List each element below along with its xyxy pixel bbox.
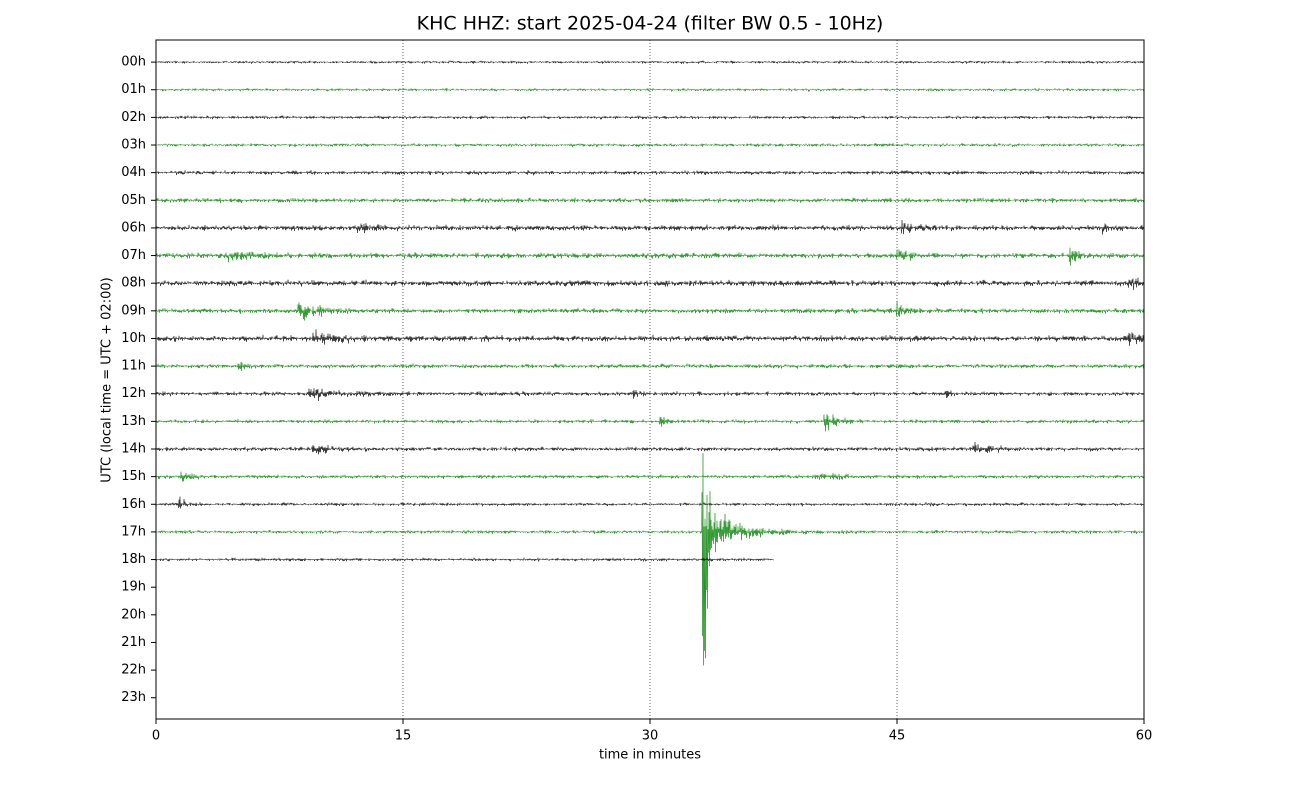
y-tick-label: 22h [121, 663, 146, 678]
y-tick-label: 15h [121, 469, 146, 484]
seismic-trace [156, 277, 1144, 290]
seismic-trace [156, 87, 1144, 93]
y-tick-label: 14h [121, 442, 146, 457]
seismic-trace [156, 169, 1144, 176]
y-tick-label: 23h [121, 690, 146, 705]
x-tick-label: 60 [1136, 729, 1153, 744]
seismic-trace [156, 114, 1144, 120]
y-tick-label: 06h [121, 220, 146, 235]
seismic-trace [156, 301, 1144, 321]
seismic-trace [156, 556, 774, 563]
seismic-trace [156, 361, 1144, 371]
y-tick-label: 01h [121, 82, 146, 97]
seismic-trace [156, 219, 1144, 235]
seismic-trace [156, 453, 1144, 666]
seismic-trace [156, 496, 1144, 509]
seismic-trace [156, 142, 1144, 148]
seismic-trace [156, 247, 1144, 266]
seismic-trace [156, 197, 1144, 204]
seismic-trace [156, 59, 1144, 65]
y-tick-label: 13h [121, 414, 146, 429]
y-tick-label: 02h [121, 110, 146, 125]
y-tick-label: 18h [121, 552, 146, 567]
y-tick-label: 04h [121, 165, 146, 180]
seismic-trace [156, 388, 1144, 402]
chart-title: KHC HHZ: start 2025-04-24 (filter BW 0.5… [417, 13, 884, 35]
seismic-trace [156, 329, 1144, 346]
y-tick-label: 16h [121, 497, 146, 512]
y-tick-label: 08h [121, 276, 146, 291]
y-tick-label: 11h [121, 359, 146, 374]
y-tick-label: 09h [121, 303, 146, 318]
y-tick-label: 07h [121, 248, 146, 263]
seismic-trace [156, 442, 1144, 455]
y-tick-label: 20h [121, 607, 146, 622]
y-tick-label: 17h [121, 524, 146, 539]
x-axis-label: time in minutes [599, 748, 701, 763]
y-tick-label: 10h [121, 331, 146, 346]
y-tick-label: 05h [121, 193, 146, 208]
x-tick-label: 30 [642, 729, 659, 744]
x-tick-label: 15 [395, 729, 412, 744]
traces [156, 59, 1144, 666]
y-tick-label: 00h [121, 55, 146, 70]
y-tick-label: 12h [121, 386, 146, 401]
grid [402, 40, 898, 719]
x-tick-label: 45 [889, 729, 906, 744]
y-axis-label: UTC (local time = UTC + 02:00) [100, 277, 115, 482]
y-tick-label: 03h [121, 138, 146, 153]
seismic-trace [156, 471, 1144, 482]
y-tick-label: 19h [121, 580, 146, 595]
seismic-trace [156, 414, 1144, 432]
x-tick-label: 0 [152, 729, 160, 744]
y-tick-label: 21h [121, 635, 146, 650]
